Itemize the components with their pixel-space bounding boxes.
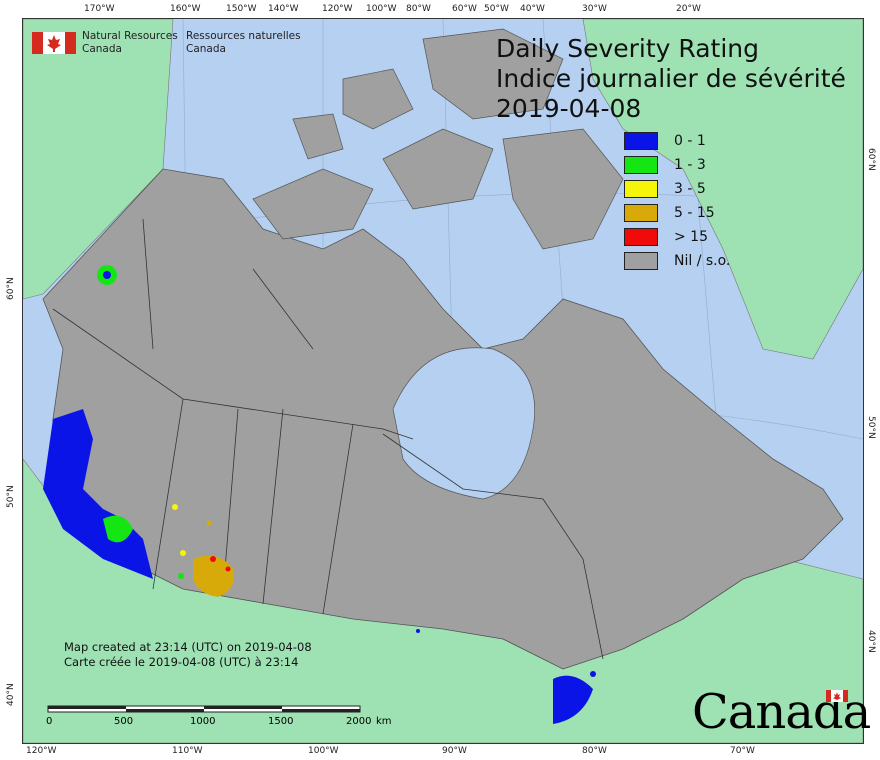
agency-en-line1: Natural Resources: [82, 30, 178, 42]
legend-label: 5 - 15: [674, 205, 715, 221]
tick-right: 40°N: [866, 630, 876, 653]
legend-swatch: [624, 228, 658, 246]
scale-label: 1500: [268, 716, 294, 727]
alaska-land: [23, 19, 174, 300]
scale-bar: 0 500 1000 1500 2000 km: [46, 704, 392, 734]
tick-bottom: 70°W: [730, 746, 755, 756]
legend-swatch: [624, 180, 658, 198]
tick-top: 80°W: [406, 4, 431, 14]
tick-left: 50°N: [6, 485, 16, 508]
legend-item: 0 - 1: [624, 132, 764, 152]
agency-fr-line2: Canada: [186, 43, 226, 55]
creation-note: Map created at 23:14 (UTC) on 2019-04-08…: [64, 640, 312, 670]
scale-label: 1000: [190, 716, 216, 727]
agency-en: Natural Resources Canada: [82, 30, 192, 56]
legend-item: 5 - 15: [624, 204, 764, 224]
tick-bottom: 110°W: [172, 746, 203, 756]
tick-top: 60°W: [452, 4, 477, 14]
legend-swatch: [624, 132, 658, 150]
hudson-bay: [392, 347, 536, 500]
title-en: Daily Severity Rating: [496, 34, 760, 63]
tick-top: 170°W: [84, 4, 115, 14]
legend-label: Nil / s.o.: [674, 253, 731, 269]
tick-bottom: 80°W: [582, 746, 607, 756]
map-title: Daily Severity Rating Indice journalier …: [496, 34, 846, 124]
title-fr: Indice journalier de sévérité: [496, 64, 846, 93]
scale-label: 0: [46, 716, 53, 727]
scale-label: 500: [114, 716, 134, 727]
creation-note-en: Map created at 23:14 (UTC) on 2019-04-08: [64, 640, 312, 654]
arctic-islands: [252, 28, 624, 250]
tick-right: 60°N: [866, 148, 876, 171]
tick-right: 50°N: [866, 416, 876, 439]
scale-unit: km: [376, 716, 392, 727]
legend-label: > 15: [674, 229, 708, 245]
agency-fr-line1: Ressources naturelles: [186, 30, 301, 42]
agency-fr: Ressources naturelles Canada: [186, 30, 326, 56]
tick-left: 40°N: [6, 683, 16, 706]
tick-top: 140°W: [268, 4, 299, 14]
legend-swatch: [624, 252, 658, 270]
scale-bar-graphic: [47, 705, 361, 713]
creation-note-fr: Carte créée le 2019-04-08 (UTC) à 23:14: [64, 655, 299, 669]
legend-swatch: [624, 204, 658, 222]
alberta-orange: [193, 555, 234, 597]
legend-item: 1 - 3: [624, 156, 764, 176]
legend-label: 1 - 3: [674, 157, 706, 173]
tick-bottom: 120°W: [26, 746, 57, 756]
dsr-patches: [43, 265, 596, 724]
legend-label: 0 - 1: [674, 133, 706, 149]
wordmark-flag-icon: [826, 690, 848, 702]
tick-top: 40°W: [520, 4, 545, 14]
ontario-south-blue: [553, 675, 593, 724]
greenland-land: [582, 19, 863, 360]
tick-top: 20°W: [676, 4, 701, 14]
tick-top: 50°W: [484, 4, 509, 14]
agency-en-line2: Canada: [82, 43, 122, 55]
tick-bottom: 90°W: [442, 746, 467, 756]
tick-top: 150°W: [226, 4, 257, 14]
bc-interior-green: [103, 515, 133, 543]
tick-top: 160°W: [170, 4, 201, 14]
tick-top: 100°W: [366, 4, 397, 14]
tick-top: 120°W: [322, 4, 353, 14]
canada-flag-icon: [32, 32, 76, 54]
scale-label: 2000: [346, 716, 372, 727]
legend-item: 3 - 5: [624, 180, 764, 200]
title-date: 2019-04-08: [496, 94, 642, 123]
map-canvas: [22, 18, 864, 744]
map-svg: [23, 19, 863, 743]
legend-item: > 15: [624, 228, 764, 248]
tick-bottom: 100°W: [308, 746, 339, 756]
tick-top: 30°W: [582, 4, 607, 14]
legend-item: Nil / s.o.: [624, 252, 764, 272]
tick-left: 60°N: [6, 277, 16, 300]
legend-swatch: [624, 156, 658, 174]
legend-label: 3 - 5: [674, 181, 706, 197]
